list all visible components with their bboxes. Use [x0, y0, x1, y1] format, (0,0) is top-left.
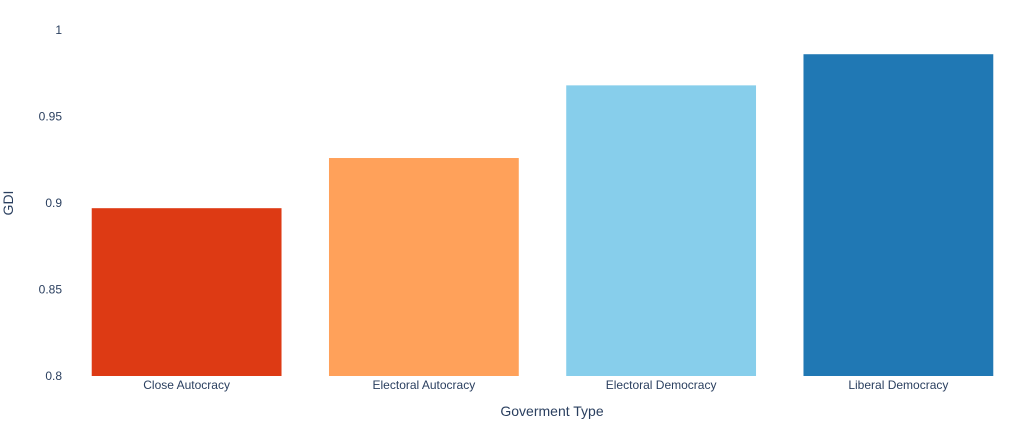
x-axis-title: Goverment Type	[500, 403, 603, 419]
x-tick-label: Close Autocracy	[143, 378, 230, 392]
y-tick-label: 0.9	[45, 196, 62, 210]
y-axis-title: GDI	[0, 191, 16, 216]
y-tick-label: 1	[55, 23, 62, 37]
x-axis-ticks: Close Autocracy Electoral Autocracy Electo…	[143, 378, 948, 392]
y-axis-ticks: 0.8 0.85 0.9 0.95 1	[39, 23, 63, 383]
y-tick-label: 0.8	[45, 369, 62, 383]
x-tick-label: Electoral Democracy	[606, 378, 717, 392]
bar-liberal-democracy	[803, 54, 993, 376]
bars-layer	[92, 54, 994, 376]
x-tick-label: Electoral Autocracy	[373, 378, 476, 392]
bar-close-autocracy	[92, 208, 282, 376]
y-tick-label: 0.85	[39, 283, 63, 297]
x-tick-label: Liberal Democracy	[848, 378, 948, 392]
bar-electoral-autocracy	[329, 158, 519, 376]
y-tick-label: 0.95	[39, 110, 63, 124]
bar-electoral-democracy	[566, 85, 756, 376]
